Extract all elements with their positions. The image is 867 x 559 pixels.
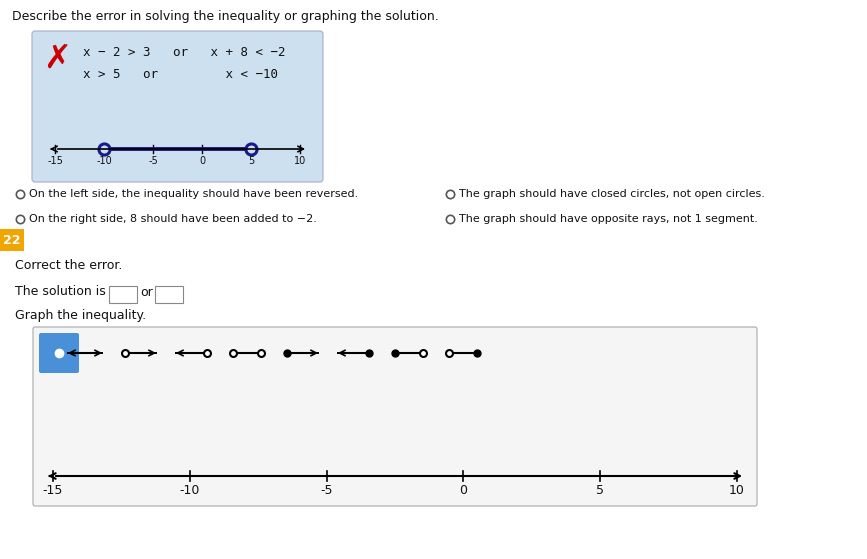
Text: 22: 22 (3, 234, 21, 247)
Text: 0: 0 (460, 484, 467, 497)
Text: The graph should have opposite rays, not 1 segment.: The graph should have opposite rays, not… (459, 214, 758, 224)
Text: On the left side, the inequality should have been reversed.: On the left side, the inequality should … (29, 189, 358, 199)
Text: The solution is: The solution is (15, 285, 106, 298)
Text: 10: 10 (294, 156, 306, 166)
Text: 5: 5 (596, 484, 604, 497)
FancyBboxPatch shape (155, 286, 183, 303)
Text: -5: -5 (148, 156, 158, 166)
Text: Correct the error.: Correct the error. (15, 259, 122, 272)
Text: ✗: ✗ (43, 42, 71, 75)
Text: 10: 10 (729, 484, 745, 497)
FancyBboxPatch shape (33, 327, 757, 506)
Text: -5: -5 (320, 484, 333, 497)
FancyBboxPatch shape (32, 31, 323, 182)
FancyBboxPatch shape (109, 286, 137, 303)
FancyBboxPatch shape (39, 333, 79, 373)
Text: or: or (140, 286, 153, 299)
FancyBboxPatch shape (0, 229, 24, 251)
Text: Describe the error in solving the inequality or graphing the solution.: Describe the error in solving the inequa… (12, 10, 439, 23)
Text: -15: -15 (42, 484, 63, 497)
Text: x − 2 > 3   or   x + 8 < −2: x − 2 > 3 or x + 8 < −2 (83, 46, 285, 59)
Text: On the right side, 8 should have been added to −2.: On the right side, 8 should have been ad… (29, 214, 316, 224)
Text: -15: -15 (47, 156, 63, 166)
Text: 0: 0 (199, 156, 205, 166)
Text: The graph should have closed circles, not open circles.: The graph should have closed circles, no… (459, 189, 765, 199)
Text: 5: 5 (248, 156, 254, 166)
Text: Graph the inequality.: Graph the inequality. (15, 309, 147, 322)
Text: x > 5   or         x < −10: x > 5 or x < −10 (83, 68, 278, 81)
Text: -10: -10 (96, 156, 112, 166)
Text: -10: -10 (179, 484, 200, 497)
